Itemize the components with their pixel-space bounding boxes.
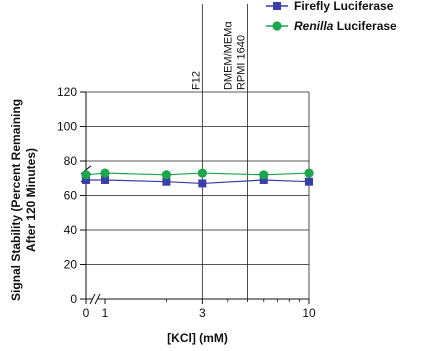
legend-marker-1 [272, 21, 282, 31]
x-tick-label-0: 0 [83, 306, 90, 320]
series-0-point-2 [162, 177, 171, 186]
series-1-point-1 [100, 168, 110, 178]
x-axis-break-2 [94, 293, 101, 305]
x-tick-label-1: 1 [102, 306, 109, 320]
series-1-point-5 [304, 168, 314, 178]
series-0-point-1 [101, 175, 109, 184]
series-0-point-5 [305, 177, 313, 186]
axis-titles: [KCl] (mM) Signal Stability (Percent Rema… [9, 99, 228, 345]
x-axis-break-1 [89, 293, 96, 305]
legend: Firefly Luciferase Renilla Luciferase [266, 0, 397, 33]
y-tick-label-120: 120 [57, 85, 77, 99]
reference-line-label-1-1: RPMI 1640 [236, 35, 248, 90]
legend-label-0-part-0: Firefly Luciferase [294, 0, 394, 13]
series-0-point-3 [198, 179, 207, 188]
y-axis-title-line-0: Signal Stability (Percent Remaining [9, 99, 23, 301]
y-axis-title-line-1: After 120 Minutes) [24, 148, 38, 252]
y-tick-label-0: 0 [70, 292, 77, 306]
reference-line-label-0-0: F12 [190, 71, 202, 90]
legend-label-1-part-0: Renilla [294, 19, 334, 33]
x-tick-label-10: 10 [302, 306, 316, 320]
legend-label-0: Firefly Luciferase [294, 0, 394, 13]
reference-lines: F12 DMEM/MEMα RPMI 1640 [190, 4, 248, 299]
series-0-point-0 [82, 175, 90, 184]
x-axis-title: [KCl] (mM) [167, 331, 228, 345]
series-0-point-4 [259, 175, 268, 184]
series-1-point-0 [81, 170, 91, 180]
series-1-point-4 [259, 170, 269, 180]
grid [86, 91, 310, 299]
y-tick-label-40: 40 [64, 223, 78, 237]
y-tick-label-100: 100 [57, 120, 77, 134]
reference-line-label-1-0: DMEM/MEMα [223, 21, 235, 90]
series-1-point-3 [197, 168, 207, 178]
legend-label-1-part-1: Luciferase [333, 19, 397, 33]
y-tick-label-80: 80 [64, 154, 78, 168]
legend-label-1: Renilla Luciferase [294, 19, 397, 33]
series-line-1 [85, 172, 310, 176]
series-1-point-2 [161, 170, 172, 180]
series-group [81, 168, 314, 188]
series-line-0 [86, 179, 310, 185]
legend-marker-0 [273, 2, 281, 10]
x-tick-label-3: 3 [199, 306, 206, 320]
y-tick-label-20: 20 [64, 258, 78, 272]
y-tick-label-60: 60 [64, 189, 78, 203]
